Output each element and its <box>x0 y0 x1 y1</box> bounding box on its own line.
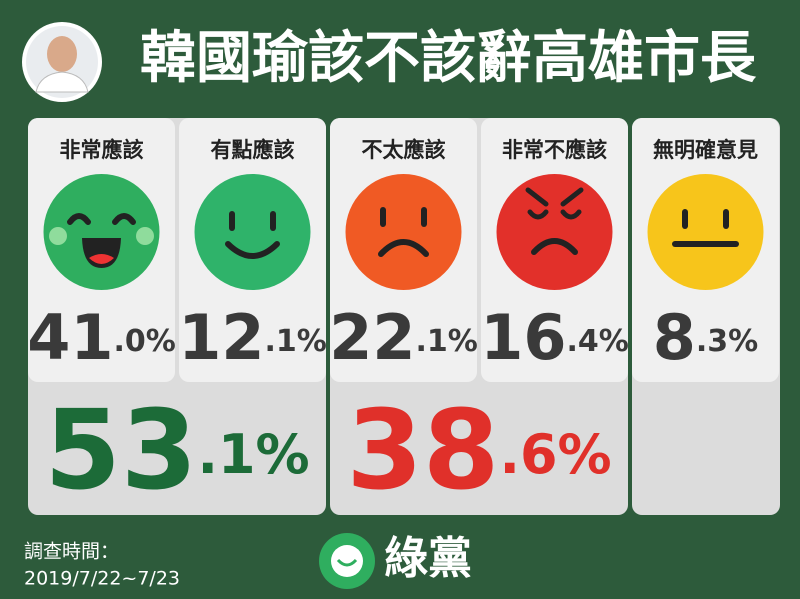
option-value: 12.1% <box>178 301 327 374</box>
face-neutral <box>647 174 764 290</box>
option-value: 8.3% <box>653 301 758 374</box>
survey-label: 調查時間： <box>24 541 119 563</box>
option-label: 無明確意見 <box>653 138 758 162</box>
face-somewhat-yes <box>194 174 311 290</box>
face-somewhat-no <box>345 174 462 290</box>
title: 韓國瑜該不該辭高雄市長 <box>140 26 757 91</box>
logo-icon <box>319 533 375 589</box>
cards: 非常應該 41.0% 有點應該 12.1% 不太應該 22.1% 非常不應該 16.4% 無明確… <box>27 118 779 382</box>
group-total: 53.1% <box>44 386 309 514</box>
logo-text: 綠黨 <box>384 533 472 584</box>
option-value: 22.1% <box>329 301 478 374</box>
group-total: 38.6% <box>346 386 611 514</box>
option-label: 非常不應該 <box>502 138 607 162</box>
option-label: 非常應該 <box>60 138 144 162</box>
option-value: 16.4% <box>480 301 629 374</box>
option-label: 不太應該 <box>362 138 446 162</box>
survey-date: 2019/7/22~7/23 <box>24 568 180 590</box>
option-label: 有點應該 <box>211 138 295 162</box>
face-very-no <box>496 174 613 290</box>
face-very-yes <box>43 174 160 290</box>
option-value: 41.0% <box>27 301 176 374</box>
portrait <box>22 22 102 102</box>
